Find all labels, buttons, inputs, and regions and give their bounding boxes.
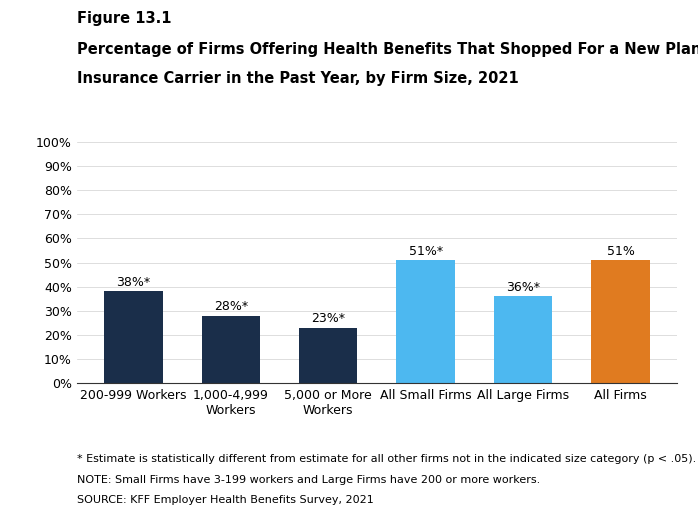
Bar: [202, 316, 260, 383]
Text: 51%*: 51%*: [408, 245, 443, 258]
Text: 51%: 51%: [607, 245, 634, 258]
Bar: [104, 291, 163, 383]
Text: 28%*: 28%*: [214, 300, 248, 313]
Text: SOURCE: KFF Employer Health Benefits Survey, 2021: SOURCE: KFF Employer Health Benefits Sur…: [77, 495, 373, 505]
Bar: [591, 260, 650, 383]
Text: Percentage of Firms Offering Health Benefits That Shopped For a New Plan or Heal: Percentage of Firms Offering Health Bene…: [77, 42, 698, 57]
Text: * Estimate is statistically different from estimate for all other firms not in t: * Estimate is statistically different fr…: [77, 454, 696, 464]
Bar: [494, 296, 552, 383]
Text: Insurance Carrier in the Past Year, by Firm Size, 2021: Insurance Carrier in the Past Year, by F…: [77, 71, 519, 86]
Text: 36%*: 36%*: [506, 281, 540, 294]
Text: 23%*: 23%*: [311, 312, 346, 326]
Bar: [299, 328, 357, 383]
Text: NOTE: Small Firms have 3-199 workers and Large Firms have 200 or more workers.: NOTE: Small Firms have 3-199 workers and…: [77, 475, 540, 485]
Text: 38%*: 38%*: [117, 276, 150, 289]
Bar: [396, 260, 455, 383]
Text: Figure 13.1: Figure 13.1: [77, 10, 171, 26]
